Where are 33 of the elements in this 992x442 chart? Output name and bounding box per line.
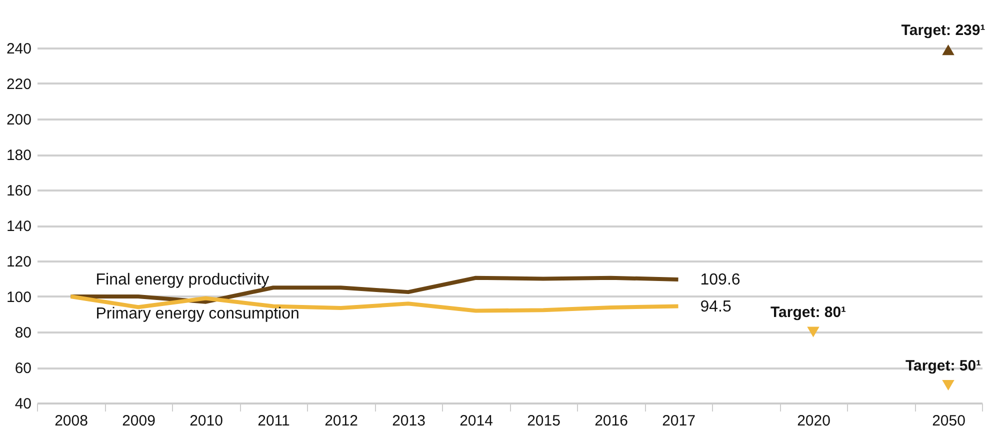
- y-tick-label: 220: [6, 76, 32, 93]
- x-tick-label: 2015: [527, 412, 560, 430]
- y-tick-label: 240: [6, 40, 32, 58]
- y-tick-label: 160: [6, 182, 32, 200]
- x-tick-label: 2008: [54, 412, 88, 430]
- annotation: Target: 80¹: [770, 304, 846, 321]
- point: [942, 380, 954, 391]
- y-tick-label: 60: [14, 360, 32, 377]
- x-tick-label: 2011: [258, 412, 290, 430]
- y-tick-label: 140: [6, 218, 32, 235]
- point: [942, 44, 954, 56]
- x-tick-label: 2012: [324, 412, 358, 430]
- y-tick-label: 80: [14, 324, 32, 342]
- y-tick-label: 200: [6, 112, 32, 128]
- x-tick-label: 2009: [122, 412, 156, 430]
- x-tick-label: 2010: [190, 412, 223, 430]
- series-label: Final energy productivity: [96, 272, 270, 288]
- x-tick-label: 2016: [594, 412, 628, 430]
- data-label: 94.5: [700, 298, 732, 316]
- y-tick-label: 40: [14, 396, 32, 412]
- data-label: 109.6: [700, 271, 740, 288]
- x-tick-label: 2017: [662, 412, 696, 430]
- y-tick-label: 180: [6, 147, 32, 164]
- annotation: Target: 50¹: [905, 357, 982, 374]
- annotation: Target: 239¹: [901, 22, 986, 39]
- y-tick-label: 100: [6, 289, 32, 306]
- point: [807, 326, 820, 338]
- y-tick-label: 120: [6, 254, 32, 270]
- x-tick-label: 2014: [460, 412, 493, 430]
- series-label: Primary energy consumption: [96, 306, 300, 322]
- x-tick-label: 2050: [932, 412, 966, 430]
- x-tick-label: 2013: [392, 412, 426, 430]
- x-tick-label: 2020: [797, 412, 830, 430]
